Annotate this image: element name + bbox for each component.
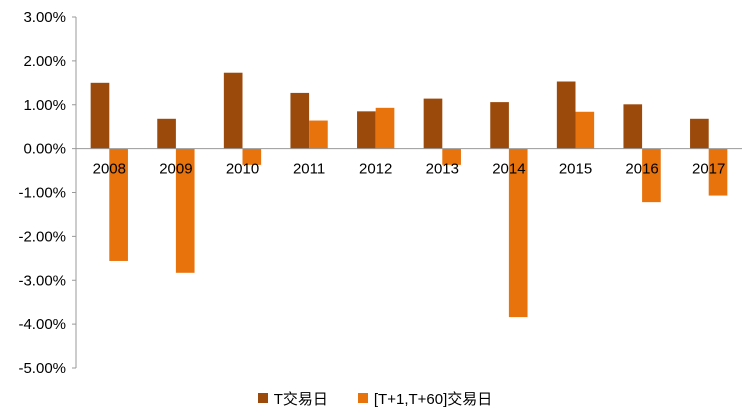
bar-t1-t60-2016: [642, 148, 661, 203]
bar-t-2009: [157, 118, 176, 149]
bars: [90, 72, 728, 318]
y-tick-label: -1.00%: [18, 185, 66, 202]
x-tick-label: 2013: [426, 161, 459, 178]
bar-t-2017: [690, 118, 709, 149]
x-tick-label: 2009: [159, 161, 192, 178]
bar-t-2013: [423, 98, 443, 149]
y-tick-label: -3.00%: [18, 272, 66, 289]
y-tick-label: 1.00%: [23, 97, 66, 114]
y-tick-label: 3.00%: [23, 9, 66, 26]
bar-t-2010: [223, 72, 243, 149]
legend-label-t1-t60: [T+1,T+60]交易日: [373, 390, 493, 408]
legend-item-t1-t60: [T+1,T+60]交易日: [357, 388, 493, 409]
y-tick-label: 2.00%: [23, 53, 66, 70]
bar-t1-t60-2017: [708, 148, 728, 196]
bar-t1-t60-2011: [309, 120, 328, 149]
y-tick-label: 0.00%: [23, 141, 66, 158]
x-axis: 2008 2009 2010 2011 2012 2013 2014 2015 2016 2017: [76, 148, 742, 178]
legend: T交易日 [T+1,T+60]交易日: [0, 388, 750, 408]
bar-t1-t60-2009: [175, 148, 195, 273]
bar-t-2012: [357, 111, 376, 149]
bar-t-2016: [623, 104, 643, 149]
bar-t1-t60-2008: [109, 148, 128, 261]
x-tick-label: 2008: [93, 161, 126, 178]
bar-t1-t60-2014: [508, 148, 528, 318]
legend-swatch-t: [257, 393, 268, 403]
x-tick-label: 2016: [625, 161, 658, 178]
x-tick-label: 2012: [359, 161, 392, 178]
y-tick-label: -2.00%: [18, 228, 66, 245]
bar-t-2015: [556, 81, 576, 149]
y-tick-label: -5.00%: [18, 360, 66, 377]
bar-t-2011: [290, 92, 310, 149]
x-tick-label: 2014: [492, 161, 525, 178]
bar-t1-t60-2013: [442, 148, 461, 165]
legend-label-t: T交易日: [273, 390, 328, 408]
bar-t-2014: [490, 102, 509, 149]
x-tick-label: 2015: [559, 161, 592, 178]
legend-item-t: T交易日: [257, 388, 328, 409]
x-tick-label: 2011: [293, 161, 325, 178]
x-tick-label: 2010: [226, 161, 259, 178]
x-tick-label: 2017: [692, 161, 725, 178]
bar-t1-t60-2012: [375, 107, 395, 149]
y-axis: 3.00% 2.00% 1.00% 0.00% -1.00% -2.00% -3.00% -4…: [18, 9, 77, 377]
bar-t1-t60-2010: [242, 148, 262, 165]
y-tick-label: -4.00%: [18, 316, 66, 333]
legend-swatch-t1-t60: [357, 393, 368, 403]
bar-t1-t60-2015: [575, 111, 595, 149]
bar-t-2008: [90, 82, 110, 149]
